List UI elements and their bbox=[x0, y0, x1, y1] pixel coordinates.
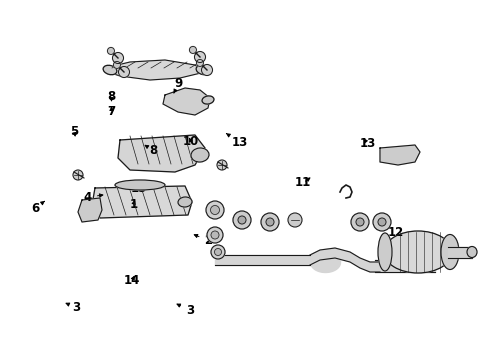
Text: 4: 4 bbox=[83, 191, 102, 204]
Circle shape bbox=[217, 160, 226, 170]
Circle shape bbox=[238, 216, 245, 224]
Text: 15: 15 bbox=[131, 182, 147, 195]
Circle shape bbox=[350, 213, 368, 231]
Ellipse shape bbox=[383, 231, 451, 273]
Circle shape bbox=[210, 231, 219, 239]
Polygon shape bbox=[379, 145, 419, 165]
Text: 8: 8 bbox=[145, 144, 157, 157]
Polygon shape bbox=[309, 248, 379, 272]
Circle shape bbox=[201, 64, 212, 76]
Polygon shape bbox=[163, 88, 209, 115]
Circle shape bbox=[107, 48, 114, 54]
Circle shape bbox=[377, 218, 385, 226]
Circle shape bbox=[112, 53, 123, 63]
Text: 9: 9 bbox=[174, 77, 182, 93]
Text: 7: 7 bbox=[107, 105, 115, 118]
Ellipse shape bbox=[178, 197, 192, 207]
Text: 12: 12 bbox=[386, 220, 404, 239]
Circle shape bbox=[214, 248, 221, 256]
Circle shape bbox=[194, 51, 205, 63]
Circle shape bbox=[372, 213, 390, 231]
Polygon shape bbox=[105, 60, 204, 80]
Ellipse shape bbox=[202, 96, 214, 104]
Ellipse shape bbox=[103, 65, 117, 75]
Circle shape bbox=[205, 201, 224, 219]
Ellipse shape bbox=[440, 234, 458, 270]
Ellipse shape bbox=[196, 65, 209, 75]
Circle shape bbox=[210, 206, 219, 215]
Text: 8: 8 bbox=[107, 90, 115, 103]
Ellipse shape bbox=[115, 180, 164, 190]
Ellipse shape bbox=[466, 247, 476, 257]
Circle shape bbox=[232, 211, 250, 229]
Text: 6: 6 bbox=[31, 201, 44, 215]
Circle shape bbox=[73, 170, 83, 180]
Circle shape bbox=[113, 62, 120, 68]
Polygon shape bbox=[78, 198, 102, 222]
Text: 11: 11 bbox=[294, 176, 311, 189]
Circle shape bbox=[189, 46, 196, 53]
Text: 13: 13 bbox=[359, 138, 375, 150]
Polygon shape bbox=[118, 135, 204, 172]
Text: 2: 2 bbox=[194, 234, 212, 247]
Text: 14: 14 bbox=[123, 274, 140, 287]
Ellipse shape bbox=[191, 148, 208, 162]
Text: 3: 3 bbox=[177, 304, 194, 317]
Ellipse shape bbox=[377, 233, 391, 271]
Text: 10: 10 bbox=[182, 135, 199, 148]
Text: 3: 3 bbox=[66, 301, 81, 314]
Circle shape bbox=[265, 218, 273, 226]
Circle shape bbox=[355, 218, 363, 226]
Text: 5: 5 bbox=[70, 125, 78, 138]
Circle shape bbox=[287, 213, 302, 227]
Circle shape bbox=[206, 227, 223, 243]
Polygon shape bbox=[92, 186, 192, 218]
Circle shape bbox=[261, 213, 279, 231]
Circle shape bbox=[210, 245, 224, 259]
Text: 1: 1 bbox=[129, 198, 137, 211]
Circle shape bbox=[118, 67, 129, 77]
Circle shape bbox=[196, 59, 203, 67]
Text: 13: 13 bbox=[226, 134, 247, 149]
